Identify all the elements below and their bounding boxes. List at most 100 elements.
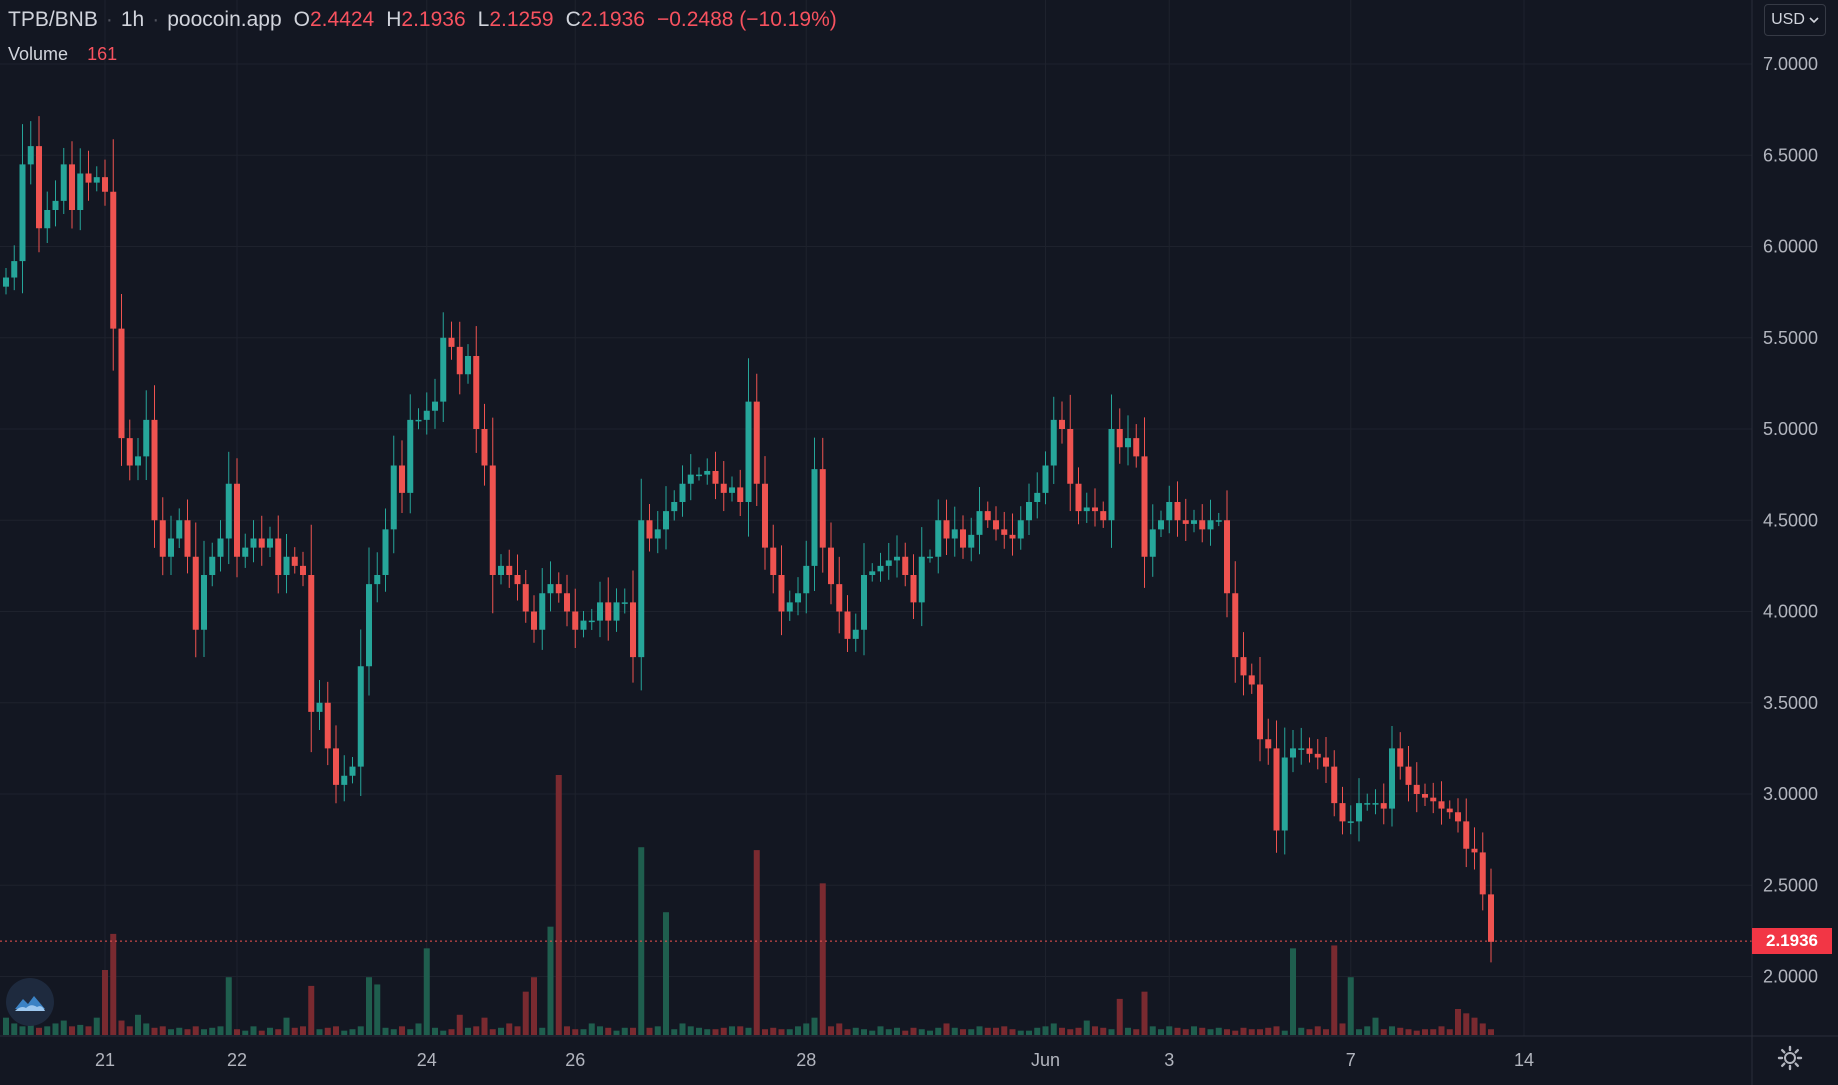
candle-body xyxy=(1455,812,1461,822)
candle-body xyxy=(935,520,942,557)
candle-body xyxy=(3,277,9,287)
volume-bar xyxy=(217,1026,224,1035)
volume-bar xyxy=(143,1023,150,1035)
volume-bar xyxy=(341,1030,348,1035)
candle-body xyxy=(390,465,397,530)
volume-bar xyxy=(1306,1029,1313,1035)
candle-body xyxy=(1026,502,1032,521)
candle-body xyxy=(118,328,125,439)
volume-bar xyxy=(1488,1029,1494,1035)
volume-bar xyxy=(382,1027,389,1035)
candle-body xyxy=(951,529,958,539)
candle-body xyxy=(613,602,620,621)
price-tick-label: 5.0000 xyxy=(1763,419,1818,439)
volume-bar xyxy=(514,1026,521,1035)
volume-bar xyxy=(531,977,537,1035)
volume-bar xyxy=(1108,1029,1115,1035)
candle-body xyxy=(1372,803,1379,805)
candle-body xyxy=(1265,739,1272,749)
volume-bar xyxy=(539,1027,546,1035)
candle-body xyxy=(1323,757,1329,767)
volume-bar xyxy=(597,1026,603,1035)
candle-body xyxy=(696,474,702,477)
candle-body xyxy=(316,702,323,712)
currency-select[interactable]: USD xyxy=(1764,4,1826,36)
candle-body xyxy=(291,556,298,566)
gear-icon[interactable] xyxy=(1776,1044,1804,1072)
candle-body xyxy=(465,356,471,375)
volume-bar xyxy=(1430,1029,1437,1035)
price-axis[interactable]: 7.0000 6.5000 6.0000 5.5000 5.0000 4.5000 4.00… xyxy=(1763,54,1818,987)
volume-bar xyxy=(234,1029,240,1035)
candle-body xyxy=(1100,511,1107,521)
candle-body xyxy=(1009,534,1016,539)
volume-bar xyxy=(209,1027,216,1035)
candle-body xyxy=(1141,456,1148,557)
price-tick-label: 2.0000 xyxy=(1763,967,1818,987)
volume-bar xyxy=(1471,1017,1478,1035)
candle-body xyxy=(737,487,744,502)
candle-body xyxy=(704,470,711,475)
candle-body xyxy=(918,556,925,603)
candle-body xyxy=(1215,520,1222,522)
price-tick-label: 4.0000 xyxy=(1763,602,1818,622)
volume-bar xyxy=(60,1020,67,1035)
candle-body xyxy=(1463,821,1470,849)
cloud-logo-icon[interactable] xyxy=(6,978,54,1026)
candle-body xyxy=(968,534,975,548)
candle-body xyxy=(184,520,191,557)
candle-body xyxy=(250,538,257,548)
volume-bar xyxy=(885,1029,892,1035)
candle-body xyxy=(547,584,554,594)
candle-body xyxy=(844,611,851,639)
candle-body xyxy=(1397,748,1404,767)
candle-body xyxy=(1347,821,1354,823)
candle-body xyxy=(1067,429,1074,484)
candle-body xyxy=(324,702,331,749)
time-axis[interactable]: 21 22 24 26 28 Jun 3 7 14 xyxy=(95,1050,1534,1070)
volume-bar xyxy=(1463,1013,1470,1035)
candle-body xyxy=(1059,419,1065,429)
candle-body xyxy=(1331,766,1338,804)
volume-bar xyxy=(1042,1026,1049,1035)
volume-bar xyxy=(795,1026,801,1035)
candle-body xyxy=(1050,419,1057,466)
candle-body xyxy=(234,483,240,557)
volume-bar xyxy=(778,1029,785,1035)
price-tick-label: 6.5000 xyxy=(1763,145,1818,165)
candle-body xyxy=(828,547,834,585)
volume-bar xyxy=(671,1029,678,1035)
volume-bar xyxy=(258,1030,265,1035)
candle-body xyxy=(1182,520,1189,524)
volume-bar xyxy=(159,1026,166,1035)
volume-bar xyxy=(555,775,562,1035)
candle-body xyxy=(671,502,678,512)
candle-body xyxy=(102,177,108,192)
symbol-name[interactable]: TPB/BNB xyxy=(8,8,98,31)
volume-bar xyxy=(473,1026,480,1035)
candle-body xyxy=(580,620,587,630)
low-key: L xyxy=(477,8,490,31)
low-value: 2.1259 xyxy=(489,8,554,31)
volume-bar xyxy=(1446,1029,1453,1035)
candle-body xyxy=(333,748,339,785)
volume-bar xyxy=(1009,1029,1016,1035)
volume-bar xyxy=(1380,1029,1387,1035)
volume-bar xyxy=(1281,1030,1288,1035)
candle-body xyxy=(44,210,51,229)
candle-body xyxy=(1438,801,1445,809)
candle-body xyxy=(1240,657,1247,676)
volume-bar xyxy=(1075,1027,1082,1035)
candle-body xyxy=(432,401,438,411)
candle-body xyxy=(110,191,117,329)
candle-body xyxy=(423,410,430,420)
candle-body xyxy=(1174,502,1181,521)
volume-bar xyxy=(687,1026,694,1035)
candle-body xyxy=(745,401,752,502)
data-source: poocoin.app xyxy=(167,8,282,31)
volume-bar xyxy=(993,1027,999,1035)
price-tick-label: 6.0000 xyxy=(1763,237,1818,257)
volume-label[interactable]: Volume xyxy=(8,44,69,64)
interval[interactable]: 1h xyxy=(120,8,145,31)
